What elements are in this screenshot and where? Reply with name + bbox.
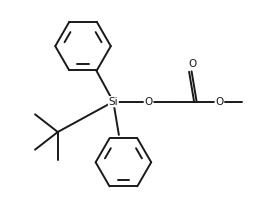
Text: O: O (215, 97, 223, 107)
Text: Si: Si (108, 97, 118, 107)
Text: O: O (145, 97, 153, 107)
Text: O: O (189, 59, 197, 69)
